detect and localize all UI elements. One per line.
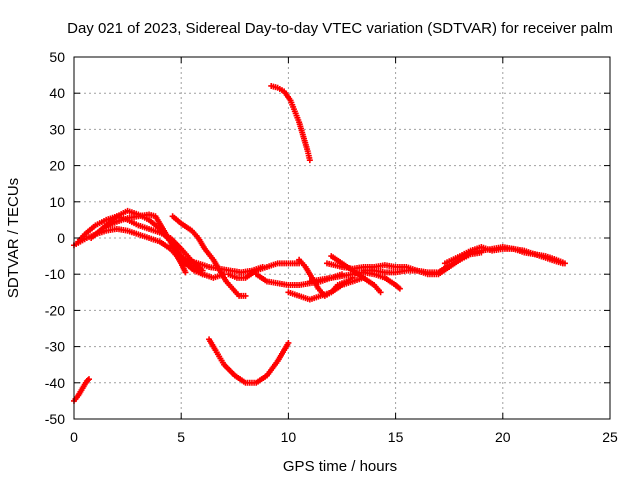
y-axis-title: SDTVAR / TECUs [5, 178, 22, 298]
y-tick-label: -40 [45, 375, 65, 391]
series-track-10 [268, 82, 313, 164]
series-track-9 [225, 260, 303, 281]
data-series [71, 82, 568, 404]
data-point-marker [559, 260, 566, 267]
y-tick-label: -30 [45, 339, 65, 355]
x-tick-label: 10 [281, 429, 297, 445]
y-tick-label: -20 [45, 302, 65, 318]
x-axis: 0 5 10 15 20 25 [70, 57, 618, 445]
y-tick-label: 40 [49, 85, 65, 101]
y-tick-label: 30 [49, 121, 65, 137]
x-tick-label: 15 [388, 429, 404, 445]
y-tick-label: 50 [49, 49, 65, 65]
data-point-marker [396, 285, 403, 292]
x-tick-label: 5 [177, 429, 185, 445]
data-point-marker [86, 376, 93, 383]
series-track-1 [71, 376, 93, 404]
data-point-marker [182, 269, 189, 276]
data-point-marker [377, 289, 384, 296]
y-tick-label: 20 [49, 158, 65, 174]
y-tick-label: -10 [45, 266, 65, 282]
series-track-19 [467, 244, 566, 267]
y-tick-label: -50 [45, 411, 65, 427]
y-tick-label: 10 [49, 194, 65, 210]
data-point-marker [242, 292, 249, 299]
series-track-17 [360, 249, 485, 276]
grid [74, 57, 610, 419]
series-track-5 [103, 211, 228, 281]
chart-title: Day 021 of 2023, Sidereal Day-to-day VTE… [67, 20, 613, 37]
data-point-marker [285, 339, 292, 346]
x-axis-title: GPS time / hours [283, 458, 397, 475]
series-track-8 [206, 336, 292, 386]
x-tick-label: 20 [495, 429, 511, 445]
x-tick-label: 0 [70, 429, 78, 445]
data-point-marker [84, 377, 91, 384]
data-point-marker [306, 157, 313, 164]
series-track-6 [169, 213, 249, 299]
y-tick-label: 0 [57, 230, 65, 246]
x-tick-label: 25 [602, 429, 618, 445]
y-axis: -50 -40 -30 -20 -10 0 10 20 30 40 50 [45, 49, 610, 427]
